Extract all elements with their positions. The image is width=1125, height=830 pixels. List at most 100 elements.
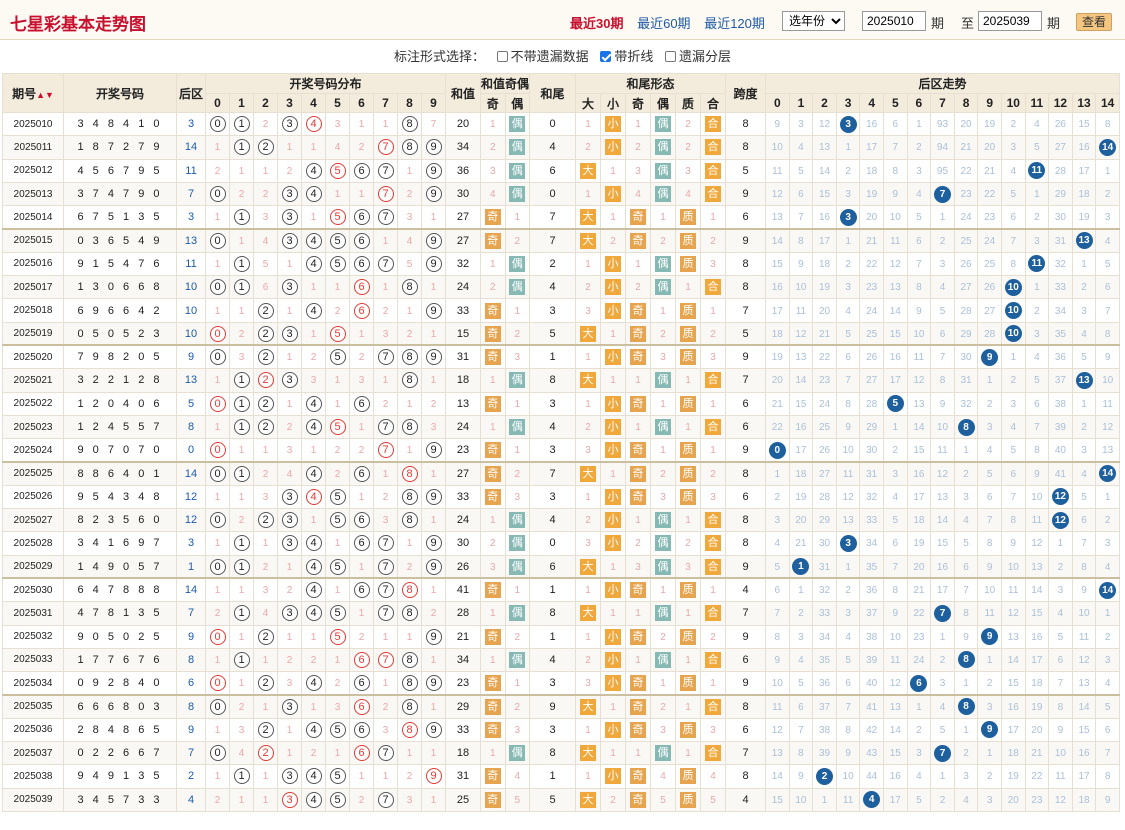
omission-value: 29 [1054,189,1066,201]
sum-parity-cell: 偶 [504,414,531,440]
nav-recent-30[interactable]: 最近30期 [570,16,624,31]
omission-value: 1 [286,258,293,270]
number-ball: 0 [209,186,226,203]
form-tag: 合 [705,279,722,296]
number-ball: 3 [281,791,298,808]
back-trend-cell: 11 [882,227,908,253]
omission-value: 5 [845,654,851,666]
omission-value: 4 [334,142,341,154]
back-trend-cell: 9 [1095,787,1120,812]
tail-form-cell: 3 [675,158,702,183]
tail-cell: 4 [529,508,577,533]
back-ball: 5 [886,395,904,413]
checkbox-omission-layer[interactable] [664,51,676,62]
tail-form-cell: 5 [650,787,677,812]
number-ball: 1 [233,535,250,552]
back-trend-cell: 3 [977,414,1002,440]
omission-value: 1 [585,631,591,643]
form-tag: 偶 [655,605,672,622]
tail-form-cell: 偶 [650,414,677,440]
back-trend-cell: 6 [882,111,908,137]
omission-value: 2 [585,654,591,666]
back-cell: 14 [176,460,206,486]
tail-form-cell: 小 [600,391,627,416]
checkbox-no-omission[interactable] [496,51,508,62]
omission-value: 17 [1078,771,1090,783]
number-ball: 4 [305,162,322,179]
omission-value: 28 [866,398,878,410]
omission-value: 1 [892,422,899,433]
form-tag: 质 [680,442,697,459]
back-trend-cell: 11 [788,298,814,323]
option-omission-layer[interactable]: 遗漏分层 [664,49,731,64]
omission-value: 12 [913,375,925,387]
tail-form-cell: 小 [600,135,627,160]
period-header[interactable]: 期号▲▼ [2,73,64,113]
distribution-cell: 5 [325,321,350,346]
omission-value: 2 [310,654,317,666]
omission-value: 1 [916,701,922,713]
omission-value: 1 [214,212,221,224]
omission-value: 1 [635,119,641,131]
omission-value: 39 [1054,422,1066,433]
back-trend-cell: 12 [765,717,790,743]
checkbox-with-line[interactable] [600,51,612,62]
omission-value: 10 [795,794,807,806]
back-trend-cell: 7 [930,601,955,626]
omission-value: 3 [1081,305,1087,317]
year-select[interactable]: 选年份 [782,11,845,31]
distribution-cell: 2 [421,391,446,416]
form-tag: 大 [580,745,597,762]
option-with-line[interactable]: 带折线 [600,49,653,64]
omission-value: 11 [984,608,995,620]
back-trend-cell: 18 [906,508,932,533]
omission-value: 1 [334,585,341,597]
back-trend-cell: 21 [953,135,979,160]
form-tag: 小 [605,419,622,435]
end-issue-input[interactable] [978,11,1042,31]
form-tag: 合 [705,698,722,715]
omission-value: 1 [262,654,269,666]
omission-value: 36 [1054,352,1066,364]
back-trend-cell: 5 [1024,135,1050,160]
back-trend-cell: 20 [1024,717,1050,743]
distribution-cell: 8 [397,368,422,393]
back-cell: 7 [176,741,206,766]
omission-value: 19 [795,491,807,503]
number-ball: 6 [353,698,370,715]
omission-value: 35 [1054,328,1066,340]
omission-value: 1 [406,748,413,760]
nav-recent-60[interactable]: 最近60期 [637,16,691,31]
number-ball: 9 [425,302,442,319]
omission-value: 4 [489,189,496,201]
option-no-omission[interactable]: 不带遗漏数据 [496,49,589,64]
back-trend-cell: 9 [1095,344,1120,370]
omission-value: 2 [310,352,317,364]
back-trend-cell: 22 [1024,764,1050,789]
distribution-cell: 4 [301,531,326,556]
draw-numbers-cell: 8 2 3 5 6 0 [63,508,177,533]
omission-value: 1 [382,678,389,690]
nav-recent-120[interactable]: 最近120期 [704,16,765,31]
omission-value: 1 [214,538,221,550]
omission-value: 3 [892,468,899,480]
back-trend-cell: 6 [788,181,814,207]
query-button[interactable]: 查看 [1076,13,1112,31]
back-trend-cell: 5 [882,391,908,416]
omission-value: 4 [1034,119,1040,131]
distribution-cell: 3 [277,764,302,789]
omission-value: 26 [818,445,831,457]
omission-value: 40 [866,678,878,690]
start-issue-input[interactable] [862,11,926,31]
omission-value: 2 [514,631,521,643]
back-trend-cell: 4 [1071,321,1097,346]
back-trend-cell: 12 [1048,484,1073,510]
omission-value: 2 [406,328,413,340]
distribution-cell: 6 [349,158,374,183]
number-ball: 3 [281,186,298,203]
form-tag: 奇 [630,791,647,808]
back-ball: 14 [1099,581,1117,599]
odd-header: 奇 [480,93,506,113]
distribution-cell: 8 [397,717,422,743]
omission-value: 41 [866,701,878,713]
